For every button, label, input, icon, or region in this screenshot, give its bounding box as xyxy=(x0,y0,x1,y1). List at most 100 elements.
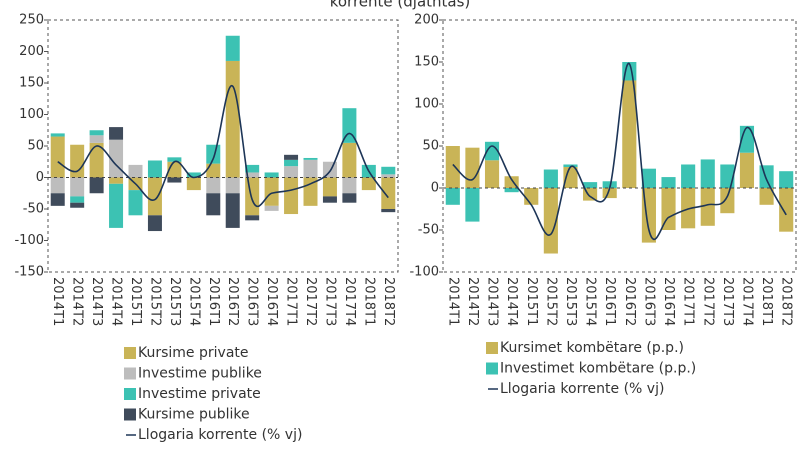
bar xyxy=(622,80,637,188)
y-tick-label: 150 xyxy=(19,76,44,91)
x-tick-label: 2014T4 xyxy=(109,277,124,326)
bar xyxy=(109,183,124,228)
x-tick-label: 2015T1 xyxy=(128,277,143,326)
bar xyxy=(543,188,558,254)
bar xyxy=(445,146,460,188)
x-tick-label: 2018T2 xyxy=(381,277,396,326)
bar xyxy=(361,177,376,191)
x-tick-label: 2018T1 xyxy=(361,277,376,326)
bar xyxy=(739,152,755,188)
bar xyxy=(128,164,143,178)
x-tick-label: 2014T4 xyxy=(504,277,519,326)
legend-label: Kursimet kombëtare (p.p.) xyxy=(500,340,684,356)
legend-label: Investime private xyxy=(138,386,261,402)
bar xyxy=(779,188,794,232)
legend-swatch xyxy=(124,408,136,421)
bar xyxy=(70,202,85,208)
legend-swatch xyxy=(124,367,136,380)
bar xyxy=(759,165,774,188)
x-tick-label: 2016T4 xyxy=(661,277,676,326)
line xyxy=(452,62,787,240)
x-tick-label: 2016T3 xyxy=(641,277,656,326)
bar xyxy=(50,136,65,178)
y-tick-label: -100 xyxy=(14,233,44,248)
bar xyxy=(245,172,260,178)
x-tick-label: 2017T3 xyxy=(720,277,735,326)
y-tick-label: 100 xyxy=(19,107,44,122)
bar xyxy=(147,215,162,232)
x-tick-label: 2015T3 xyxy=(563,277,578,326)
bar xyxy=(225,177,240,194)
bar xyxy=(445,188,460,205)
bar xyxy=(524,188,539,205)
bar xyxy=(50,177,65,194)
bar xyxy=(50,193,65,206)
bar xyxy=(681,164,696,188)
bar xyxy=(206,163,221,178)
bar xyxy=(484,141,500,161)
bar xyxy=(381,209,396,213)
bar xyxy=(264,177,279,206)
bar xyxy=(342,142,357,178)
y-tick-label: 50 xyxy=(422,139,439,154)
legend-label: Kursime publike xyxy=(138,407,250,423)
bar xyxy=(465,147,480,188)
bar xyxy=(484,160,500,188)
legend-swatch xyxy=(124,388,136,400)
bar xyxy=(779,171,794,188)
bar xyxy=(264,205,279,211)
bar xyxy=(147,160,162,178)
x-tick-label: 2014T3 xyxy=(485,277,500,326)
bar xyxy=(225,60,240,178)
bar xyxy=(381,174,396,178)
bar xyxy=(186,177,201,191)
bar xyxy=(381,177,396,209)
bar xyxy=(543,169,558,188)
y-tick-label: -50 xyxy=(23,202,44,217)
x-tick-label: 2017T1 xyxy=(681,277,696,326)
x-tick-label: 2017T2 xyxy=(303,277,318,326)
legend-label: Investimet kombëtare (p.p.) xyxy=(500,361,696,377)
bar xyxy=(641,168,656,188)
legend-label: Llogaria korrente (% vj) xyxy=(138,427,302,443)
chart-title: korrente (djathtas) xyxy=(330,0,471,11)
x-tick-label: 2016T1 xyxy=(602,277,617,326)
bar xyxy=(147,177,162,216)
bar xyxy=(70,196,85,203)
y-tick-label: 250 xyxy=(19,13,44,28)
bar xyxy=(109,177,124,184)
bar xyxy=(245,215,260,221)
bar xyxy=(245,164,260,173)
legend-label: Investime publike xyxy=(138,366,262,382)
bar xyxy=(602,188,617,199)
x-tick-label: 2016T2 xyxy=(622,277,637,326)
bar xyxy=(303,159,318,178)
legend-swatch xyxy=(486,362,498,375)
bar xyxy=(284,177,299,215)
bar xyxy=(504,188,519,193)
x-tick-label: 2017T2 xyxy=(700,277,715,326)
bar xyxy=(342,177,357,194)
y-tick-label: -50 xyxy=(418,223,439,238)
x-tick-label: 2015T4 xyxy=(186,277,201,326)
x-tick-label: 2018T2 xyxy=(779,277,794,326)
legend-label: Kursime private xyxy=(138,345,249,361)
bar xyxy=(284,166,299,178)
x-tick-label: 2015T2 xyxy=(543,277,558,326)
x-tick-label: 2017T4 xyxy=(342,277,357,326)
x-tick-label: 2015T2 xyxy=(147,277,162,326)
line xyxy=(57,85,389,208)
bar xyxy=(465,188,480,222)
y-tick-label: 0 xyxy=(431,181,439,196)
bar xyxy=(70,144,85,178)
x-tick-label: 2014T3 xyxy=(89,277,104,326)
bar xyxy=(167,177,182,183)
bar xyxy=(759,188,774,205)
bar xyxy=(206,144,221,164)
bar xyxy=(583,182,598,188)
bar xyxy=(504,176,519,188)
bar xyxy=(225,193,240,228)
bar xyxy=(303,157,318,160)
bar xyxy=(89,135,104,143)
x-tick-label: 2016T1 xyxy=(206,277,221,326)
